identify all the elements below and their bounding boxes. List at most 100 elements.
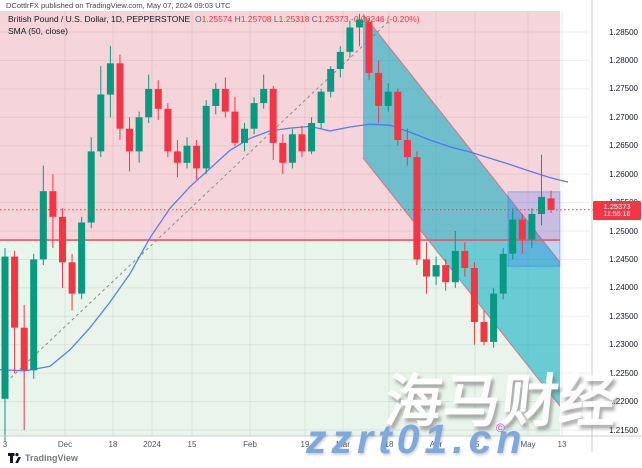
price-axis-label: 1.28000	[609, 55, 638, 65]
candle[interactable]	[164, 103, 172, 158]
close-label: C	[311, 14, 318, 24]
candle[interactable]	[480, 310, 488, 346]
candle-body	[432, 265, 440, 277]
candle-body	[87, 151, 95, 223]
candle[interactable]	[154, 80, 162, 121]
candle[interactable]	[212, 83, 220, 115]
candle[interactable]	[547, 190, 555, 213]
candle[interactable]	[298, 125, 306, 158]
candle[interactable]	[375, 60, 383, 123]
candle-body	[528, 214, 536, 240]
candle[interactable]	[231, 96, 239, 146]
candle[interactable]	[202, 100, 210, 175]
candle[interactable]	[394, 88, 402, 146]
candle-body	[221, 88, 229, 112]
candle[interactable]	[241, 123, 248, 152]
candle[interactable]	[538, 154, 545, 226]
candle[interactable]	[327, 66, 335, 98]
candle[interactable]	[97, 66, 105, 158]
candle-body	[509, 219, 517, 254]
candle-body	[442, 265, 450, 283]
candle[interactable]	[423, 242, 430, 294]
candle[interactable]	[135, 111, 143, 163]
candle[interactable]	[288, 128, 296, 169]
candle[interactable]	[173, 140, 181, 177]
candle[interactable]	[384, 83, 392, 112]
price-axis-label: 1.25000	[609, 226, 638, 236]
candle[interactable]	[68, 253, 76, 311]
low-value: 1.25318	[278, 14, 310, 24]
time-axis-label: 18	[384, 440, 394, 449]
candle-body	[97, 94, 105, 152]
bar-countdown: 11:55:16	[603, 210, 631, 218]
candle-body	[327, 69, 335, 92]
candle[interactable]	[461, 242, 469, 277]
candle[interactable]	[260, 74, 268, 109]
candle[interactable]	[470, 262, 478, 345]
candle-body	[78, 222, 86, 294]
high-label: H	[234, 14, 241, 24]
candle[interactable]	[250, 97, 258, 135]
candle-body	[20, 327, 28, 371]
candle[interactable]	[490, 287, 498, 348]
candle[interactable]	[317, 88, 325, 129]
price-axis-label: 1.27000	[609, 112, 638, 122]
candle[interactable]	[509, 208, 517, 260]
close-value: 1.25373	[317, 14, 349, 24]
symbol-legend[interactable]: British Pound / U.S. Dollar, 1D, PEPPERS…	[8, 14, 420, 24]
candle[interactable]	[451, 231, 459, 288]
candle[interactable]	[20, 304, 28, 430]
candle[interactable]	[365, 17, 373, 81]
time-axis-label: 15	[470, 440, 480, 449]
sma-50-line[interactable]	[0, 123, 569, 372]
symbol-title[interactable]: British Pound / U.S. Dollar, 1D, PEPPERS…	[8, 14, 191, 24]
candle-body	[202, 105, 210, 169]
candle[interactable]	[336, 46, 344, 78]
candle-body	[164, 108, 172, 152]
candle-body	[547, 198, 555, 210]
candle[interactable]	[183, 137, 191, 169]
candle[interactable]	[87, 137, 95, 229]
candle[interactable]	[1, 248, 9, 442]
candle[interactable]	[528, 208, 536, 249]
candle[interactable]	[279, 134, 287, 175]
candle[interactable]	[39, 165, 47, 266]
indicator-legend-sma[interactable]: SMA (50, close)	[8, 26, 68, 36]
candle[interactable]	[346, 20, 354, 58]
candle[interactable]	[49, 174, 57, 249]
candle[interactable]	[356, 13, 363, 47]
candle[interactable]	[106, 46, 114, 118]
ascending-trendline[interactable]	[1, 21, 389, 387]
candle[interactable]	[413, 151, 421, 266]
candle[interactable]	[499, 248, 507, 300]
candle[interactable]	[403, 128, 411, 166]
tradingview-attribution[interactable]: TradingView	[8, 453, 78, 463]
candle[interactable]	[78, 216, 86, 300]
channel-lower-line	[362, 157, 561, 407]
time-axis-label: Feb	[243, 440, 257, 449]
candle-body	[451, 250, 459, 283]
price-axis-label: 1.23500	[609, 311, 638, 321]
candle[interactable]	[221, 77, 229, 118]
channel-upper-line	[362, 13, 561, 263]
candle[interactable]	[518, 214, 526, 254]
candle[interactable]	[193, 140, 201, 180]
candle[interactable]	[432, 256, 440, 285]
time-axis-label: 18	[108, 440, 118, 449]
candle-body	[298, 134, 306, 152]
candle-body	[365, 21, 373, 73]
candle[interactable]	[116, 54, 124, 140]
candle[interactable]	[269, 86, 277, 160]
candle[interactable]	[308, 117, 316, 155]
candle[interactable]	[11, 250, 19, 374]
candle-body	[279, 142, 287, 163]
candle-body	[11, 256, 19, 328]
candle[interactable]	[59, 208, 66, 288]
candle[interactable]	[442, 259, 450, 291]
time-axis-label: 15	[187, 440, 197, 449]
candle[interactable]	[30, 253, 38, 379]
candle[interactable]	[126, 117, 133, 172]
candle-body	[317, 91, 325, 123]
candle[interactable]	[145, 74, 153, 123]
